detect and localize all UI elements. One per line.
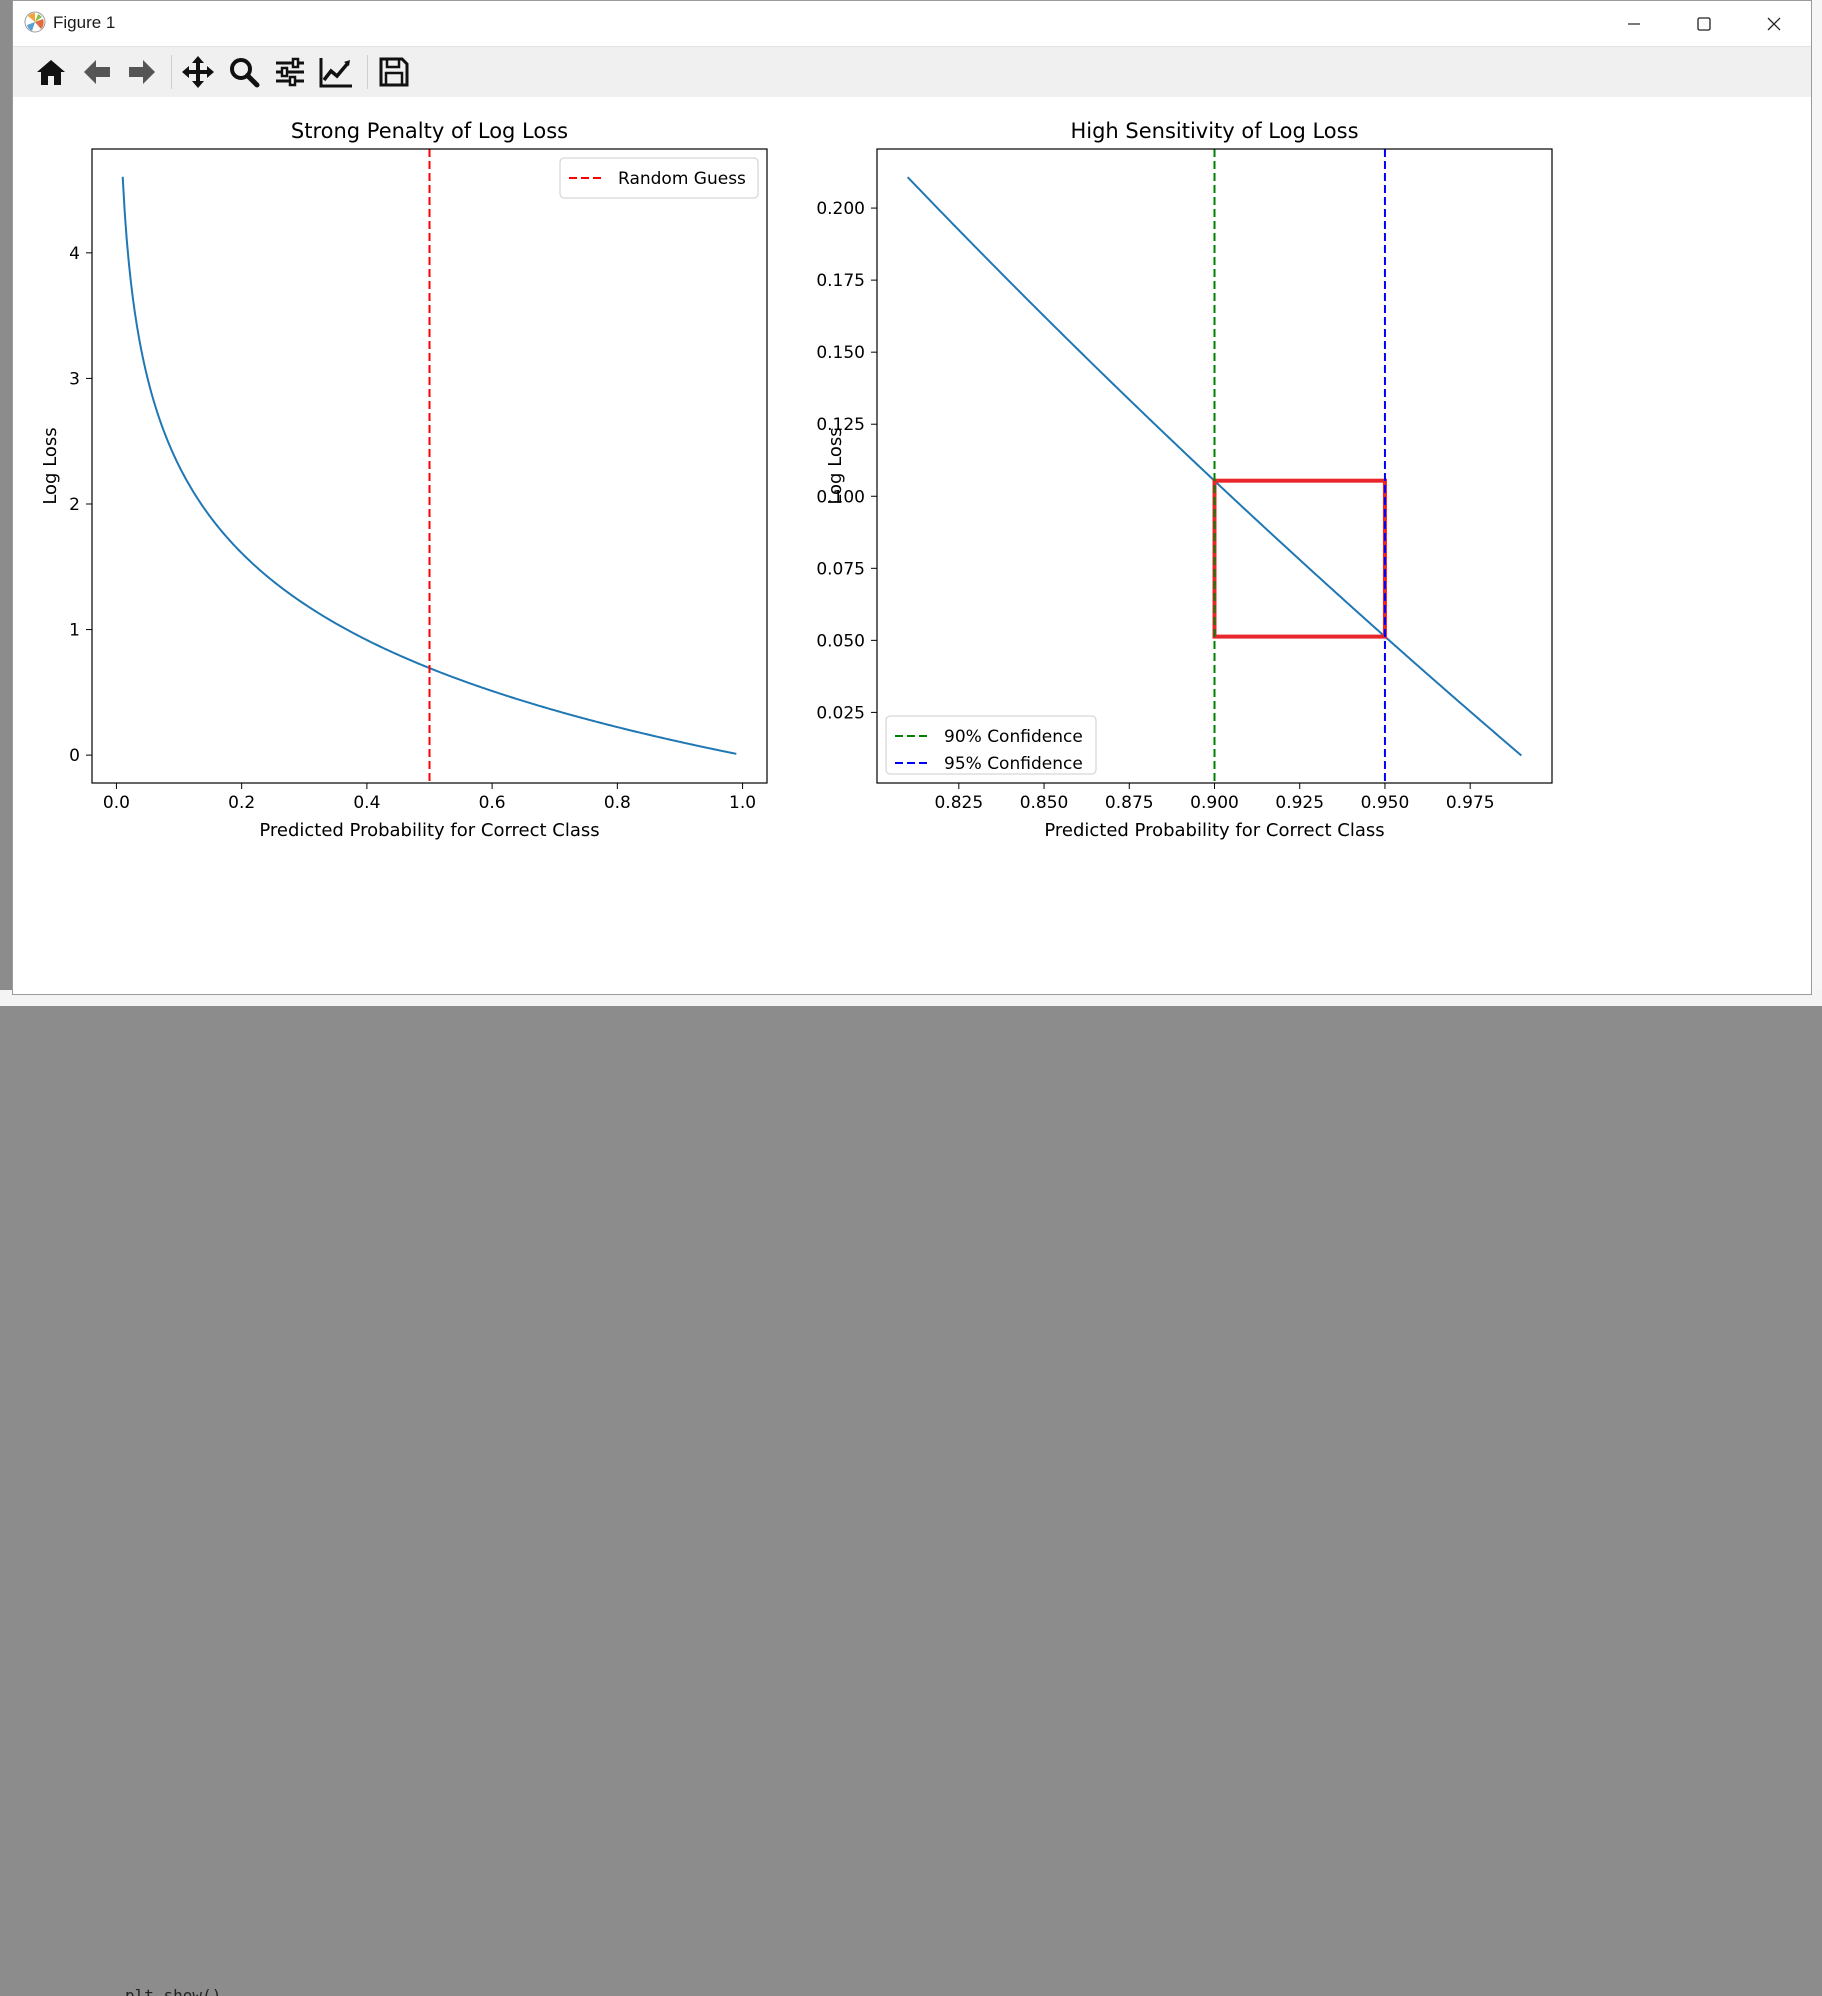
navigation-toolbar	[13, 46, 1811, 98]
y-axis-label: Log Loss	[40, 427, 61, 504]
matplotlib-icon	[24, 11, 46, 33]
y-tick-label: 0.150	[816, 343, 865, 363]
x-tick-label: 0.2	[228, 793, 255, 813]
back-button[interactable]	[76, 52, 118, 92]
home-button[interactable]	[30, 52, 72, 92]
x-tick-label: 0.850	[1020, 793, 1069, 813]
x-tick-label: 0.975	[1446, 793, 1495, 813]
x-tick-label: 0.900	[1190, 793, 1239, 813]
x-tick-label: 0.825	[934, 793, 983, 813]
x-tick-label: 0.0	[103, 793, 130, 813]
y-tick-label: 0	[69, 746, 80, 766]
arrow-left-icon	[84, 60, 110, 84]
legend-label: 95% Confidence	[944, 754, 1083, 774]
chart-title-2: High Sensitivity of Log Loss	[1070, 119, 1358, 143]
close-icon	[1767, 17, 1781, 30]
zoom-button[interactable]	[223, 52, 265, 92]
y-tick-label: 0.050	[816, 631, 865, 651]
y-tick-label: 0.100	[816, 487, 865, 507]
legend-label: Random Guess	[618, 169, 746, 189]
title-bar[interactable]: Figure 1	[13, 1, 1811, 46]
legend-box	[559, 157, 759, 199]
move-icon	[182, 56, 214, 88]
x-axis-label: Predicted Probability for Correct Class	[259, 820, 599, 841]
pan-button[interactable]	[177, 52, 219, 92]
x-tick-label: 0.925	[1275, 793, 1324, 813]
legend-box	[885, 715, 1097, 775]
toolbar-separator	[171, 55, 172, 89]
home-icon	[37, 60, 65, 85]
axes-frame-1	[91, 148, 768, 784]
chart-title-1: Strong Penalty of Log Loss	[291, 119, 568, 143]
arrow-right-icon	[129, 60, 155, 84]
x-axis-label: Predicted Probability for Correct Class	[1044, 820, 1384, 841]
x-tick-label: 0.950	[1361, 793, 1410, 813]
axes-frame-2	[876, 148, 1553, 784]
y-tick-label: 3	[69, 369, 80, 389]
y-tick-label: 2	[69, 495, 80, 515]
minimize-icon	[1628, 22, 1640, 25]
window-title: Figure 1	[53, 13, 116, 32]
minimize-button[interactable]	[1599, 1, 1669, 46]
y-tick-label: 0.025	[816, 703, 865, 723]
save-button[interactable]	[373, 52, 415, 92]
figure-canvas[interactable]: 0.0 0.2 0.4 0.6 0.8 1.0 0 1 2 3 4 Strong Penalty of…	[13, 97, 1812, 995]
background-code-line: plt.show()	[125, 1986, 222, 1996]
line-chart-icon	[319, 58, 352, 88]
forward-button[interactable]	[121, 52, 163, 92]
sliders-icon	[276, 57, 304, 87]
x-tick-label: 0.875	[1105, 793, 1154, 813]
y-axis-label: Log Loss	[825, 427, 846, 504]
floppy-disk-icon	[379, 57, 409, 87]
y-tick-label: 0.125	[816, 415, 865, 435]
y-tick-label: 0.175	[816, 271, 865, 291]
toolbar-separator	[367, 55, 368, 89]
configure-subplots-button[interactable]	[269, 52, 311, 92]
legend-label: 90% Confidence	[944, 727, 1083, 747]
edit-axis-button[interactable]	[315, 52, 357, 92]
x-tick-label: 0.4	[353, 793, 380, 813]
maximize-icon	[1697, 16, 1711, 31]
y-tick-label: 1	[69, 621, 80, 641]
y-tick-label: 4	[69, 244, 80, 264]
magnifier-icon	[230, 58, 260, 88]
close-button[interactable]	[1739, 1, 1809, 46]
y-tick-label: 0.200	[816, 199, 865, 219]
x-tick-label: 0.8	[604, 793, 631, 813]
x-tick-label: 0.6	[479, 793, 506, 813]
figure-window: Figure 1	[12, 0, 1812, 995]
y-tick-label: 0.075	[816, 559, 865, 579]
x-tick-label: 1.0	[729, 793, 756, 813]
maximize-button[interactable]	[1669, 1, 1739, 46]
